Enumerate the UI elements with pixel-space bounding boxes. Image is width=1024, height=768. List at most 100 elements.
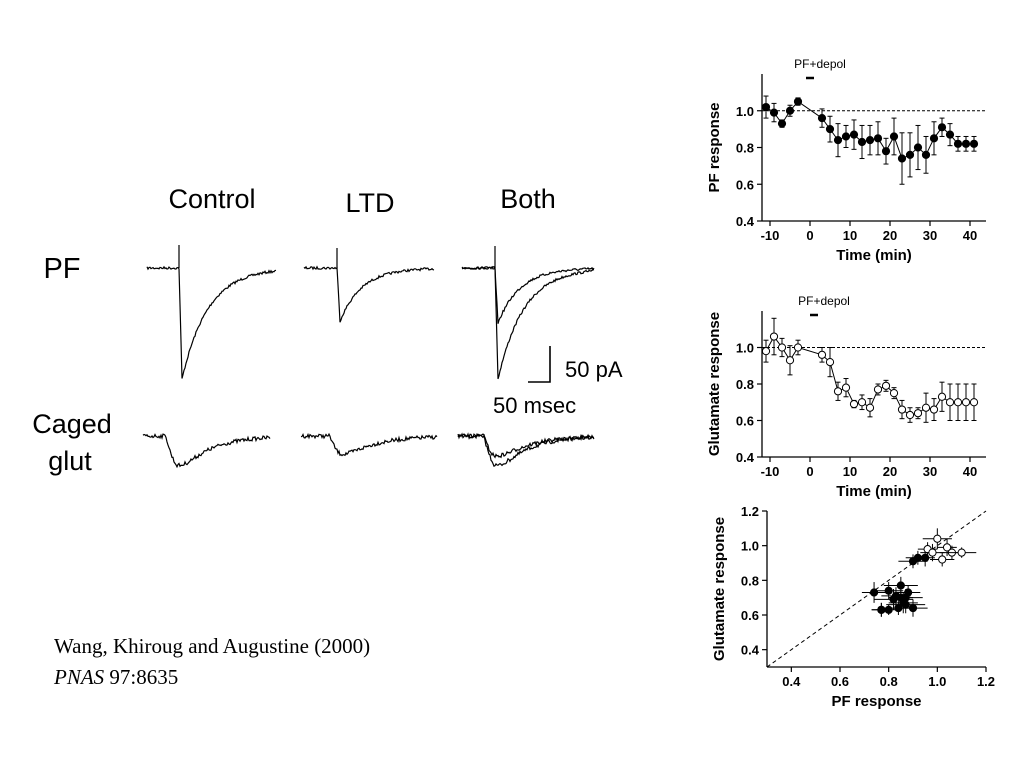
data-point — [961, 139, 971, 148]
x-tick-label: 10 — [843, 228, 857, 243]
data-point — [865, 136, 875, 145]
data-point — [881, 147, 891, 156]
chart-marks — [761, 317, 979, 423]
axis-ticks: 0.4 0.6 0.8 1.0 -10 0 10 20 30 40 — [736, 104, 977, 243]
glut-ltd-trace — [300, 432, 438, 457]
x-tick-label: 40 — [963, 464, 977, 479]
data-point — [908, 603, 918, 613]
pf-ltd-trace — [303, 265, 435, 323]
chart-marks — [861, 528, 977, 617]
y-tick-label: 0.4 — [736, 214, 755, 229]
x-axis-label: PF response — [831, 693, 921, 710]
data-point — [913, 143, 923, 152]
data-point — [849, 399, 859, 409]
chart-marks — [761, 95, 979, 185]
pf-response-timecourse-chart: PF+depol 0.4 0.6 0.8 1.0 -10 0 10 20 30 40 Time (… — [706, 57, 986, 264]
column-label-both: Both — [500, 184, 556, 214]
pf-control-trace — [146, 265, 277, 379]
x-tick-label: 0 — [806, 228, 813, 243]
data-point — [897, 154, 907, 163]
data-point — [817, 114, 827, 123]
y-tick-label: 0.4 — [741, 643, 760, 658]
pf-both-ltd-trace — [461, 266, 595, 324]
data-point — [933, 534, 942, 543]
data-point — [953, 139, 963, 148]
traces-panel: Control LTD Both PF Caged glut 50 pA 50 … — [32, 184, 623, 476]
glut-both-ltd-trace — [457, 432, 595, 459]
data-point — [961, 398, 971, 407]
data-point — [793, 97, 803, 106]
data-point — [937, 392, 947, 401]
data-point — [945, 130, 955, 139]
data-point — [785, 106, 795, 115]
data-point — [905, 410, 915, 420]
data-point — [889, 389, 899, 398]
x-tick-label: 1.0 — [928, 674, 946, 689]
y-tick-label: 0.6 — [736, 177, 754, 192]
x-tick-label: 1.2 — [977, 674, 995, 689]
x-tick-label: 0.6 — [831, 674, 849, 689]
current-traces — [142, 245, 595, 469]
data-point — [921, 150, 931, 159]
data-point — [937, 123, 947, 132]
data-point — [777, 119, 787, 128]
x-tick-label: 40 — [963, 228, 977, 243]
scale-bar-time-label: 50 msec — [493, 393, 576, 418]
row-label-caged: Caged — [32, 409, 112, 439]
column-label-control: Control — [168, 184, 255, 214]
citation: Wang, Khiroug and Augustine (2000) PNAS … — [54, 631, 370, 693]
data-point — [873, 134, 883, 143]
data-point — [841, 383, 851, 392]
data-point — [769, 108, 779, 117]
data-point — [938, 555, 947, 564]
axis-ticks: 0.4 0.6 0.8 1.0 1.2 0.4 0.6 0.8 1.0 1.2 — [741, 504, 995, 689]
row-label-glut: glut — [48, 446, 92, 476]
data-point — [884, 586, 893, 595]
x-tick-label: -10 — [761, 228, 780, 243]
data-point — [945, 398, 955, 407]
y-axis-label: PF response — [706, 102, 723, 192]
data-point — [793, 343, 803, 352]
data-point — [953, 398, 963, 407]
row-label-pf: PF — [43, 253, 80, 285]
data-point — [857, 398, 867, 407]
scale-bar — [528, 346, 551, 383]
data-point — [825, 358, 835, 367]
x-axis-label: Time (min) — [836, 483, 912, 500]
data-point — [785, 356, 795, 365]
data-point — [873, 385, 883, 394]
data-point — [865, 403, 875, 412]
y-tick-label: 1.2 — [741, 504, 759, 519]
y-tick-label: 0.8 — [741, 573, 759, 588]
y-axis-label: Glutamate response — [711, 517, 728, 661]
glutamate-response-timecourse-chart: PF+depol 0.4 0.6 0.8 1.0 -10 0 10 20 30 40 Time (… — [706, 294, 986, 500]
citation-journal: PNAS — [54, 665, 105, 689]
data-point — [833, 136, 843, 145]
x-axis-label: Time (min) — [836, 247, 912, 264]
data-point — [901, 593, 910, 602]
data-point — [921, 403, 931, 412]
data-point — [913, 409, 923, 418]
x-tick-label: -10 — [761, 464, 780, 479]
citation-authors: Wang, Khiroug and Augustine (2000) — [54, 634, 371, 658]
glutamate-vs-pf-scatter-chart: 0.4 0.6 0.8 1.0 1.2 0.4 0.6 0.8 1.0 1.2 PF respon… — [711, 504, 995, 710]
citation-volume-page: 97:8635 — [104, 665, 179, 689]
y-tick-label: 0.8 — [736, 377, 754, 392]
data-point — [825, 125, 835, 134]
pf-both-control-trace — [461, 265, 595, 380]
data-point — [889, 132, 899, 141]
y-tick-label: 0.6 — [736, 414, 754, 429]
data-point — [897, 405, 907, 414]
y-tick-label: 0.4 — [736, 450, 755, 465]
x-tick-label: 0.4 — [782, 674, 801, 689]
data-point — [857, 137, 867, 147]
data-point — [761, 102, 771, 112]
data-point — [841, 132, 851, 141]
column-label-ltd: LTD — [345, 188, 394, 218]
data-point — [969, 139, 979, 148]
x-tick-label: 20 — [883, 464, 897, 479]
y-tick-label: 0.6 — [741, 608, 759, 623]
data-point — [957, 548, 966, 557]
data-point — [969, 398, 979, 407]
